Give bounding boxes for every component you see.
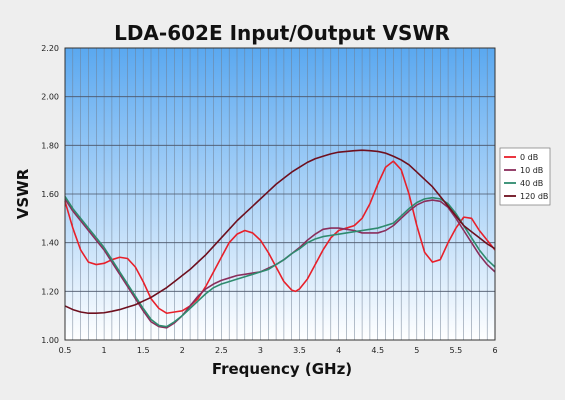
- grid-lines: [65, 48, 495, 340]
- x-tick-label: 6: [492, 346, 497, 355]
- x-tick-label: 2.5: [215, 346, 228, 355]
- y-tick-label: 1.20: [41, 287, 59, 296]
- x-tick-label: 5: [414, 346, 419, 355]
- y-tick-label: 1.60: [41, 190, 59, 199]
- x-tick-label: 4: [336, 346, 341, 355]
- x-tick-label: 3: [258, 346, 263, 355]
- y-tick-label: 1.80: [41, 141, 59, 150]
- x-tick-label: 1.5: [137, 346, 150, 355]
- x-tick-labels: 0.5 1 1.5 2 2.5 3 3.5 4 4.5 5 5.5 6: [59, 346, 498, 355]
- x-tick-label: 3.5: [293, 346, 306, 355]
- x-tick-label: 2: [180, 346, 185, 355]
- legend-label: 120 dB: [520, 192, 548, 201]
- series-line-0-db: [64, 160, 496, 315]
- x-tick-label: 0.5: [59, 346, 72, 355]
- x-tick-label: 1: [102, 346, 107, 355]
- series-line-120-db: [64, 149, 496, 315]
- series-line-40-db: [64, 195, 496, 328]
- legend-label: 10 dB: [520, 166, 543, 175]
- x-tick-label: 4.5: [371, 346, 384, 355]
- y-tick-labels: 1.00 1.20 1.40 1.60 1.80 2.00 2.20: [41, 44, 59, 345]
- chart-title: LDA-602E Input/Output VSWR: [114, 21, 450, 45]
- x-axis-title: Frequency (GHz): [212, 360, 352, 378]
- legend-label: 40 dB: [520, 179, 543, 188]
- series-lines: [64, 149, 496, 329]
- x-tick-label: 5.5: [450, 346, 463, 355]
- legend: 0 dB 10 dB 40 dB 120 dB: [499, 147, 551, 206]
- y-axis-title: VSWR: [14, 168, 32, 219]
- y-tick-label: 1.40: [41, 239, 59, 248]
- y-tick-label: 1.00: [41, 336, 59, 345]
- legend-label: 0 dB: [520, 153, 538, 162]
- plot-border: [64, 47, 496, 341]
- y-tick-label: 2.20: [41, 44, 59, 53]
- y-tick-label: 2.00: [41, 93, 59, 102]
